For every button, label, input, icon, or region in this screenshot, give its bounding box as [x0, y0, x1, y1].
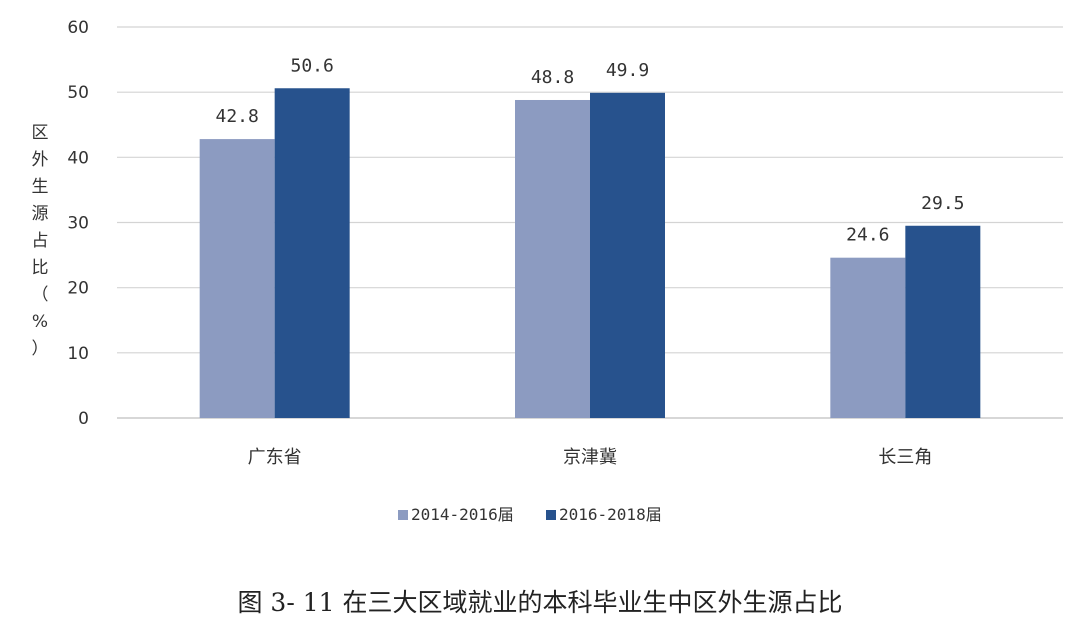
y-tick-label: 40 — [67, 148, 89, 168]
legend-label: 2014-2016届 — [411, 505, 514, 524]
figure-caption: 图 3- 11 在三大区域就业的本科毕业生中区外生源占比 — [237, 588, 842, 617]
legend: 2014-2016届 2016-2018届 — [398, 505, 662, 524]
data-label: 50.6 — [290, 55, 333, 76]
data-label: 29.5 — [921, 193, 964, 214]
x-tick-label: 广东省 — [248, 447, 302, 468]
y-tick-label: 20 — [67, 279, 89, 299]
bar — [274, 88, 350, 419]
bar — [199, 139, 275, 418]
y-tick-label: 10 — [67, 344, 89, 364]
bar — [905, 225, 981, 418]
legend-label: 2016-2018届 — [559, 505, 662, 524]
x-axis-categories: 广东省 京津冀 长三角 — [248, 447, 933, 468]
bars — [199, 88, 981, 419]
data-label: 48.8 — [531, 67, 574, 88]
x-tick-label: 长三角 — [878, 447, 932, 468]
legend-swatch — [398, 510, 408, 520]
legend-swatch — [546, 510, 556, 520]
y-tick-label: 30 — [67, 214, 89, 234]
y-axis-ticks: 0 10 20 30 40 50 60 — [67, 18, 89, 429]
bar — [515, 99, 590, 418]
bar — [590, 92, 665, 419]
y-axis-label: 区外生源占比（%） — [32, 123, 49, 359]
data-label: 24.6 — [846, 225, 889, 246]
y-tick-label: 50 — [67, 83, 89, 103]
data-label: 42.8 — [215, 106, 258, 127]
y-tick-label: 60 — [67, 18, 89, 38]
y-tick-label: 0 — [78, 409, 89, 429]
x-tick-label: 京津冀 — [563, 447, 617, 468]
bar — [830, 257, 906, 418]
data-label: 49.9 — [606, 60, 649, 81]
data-labels: 42.8 50.6 48.8 49.9 24.6 29.5 — [215, 55, 964, 245]
